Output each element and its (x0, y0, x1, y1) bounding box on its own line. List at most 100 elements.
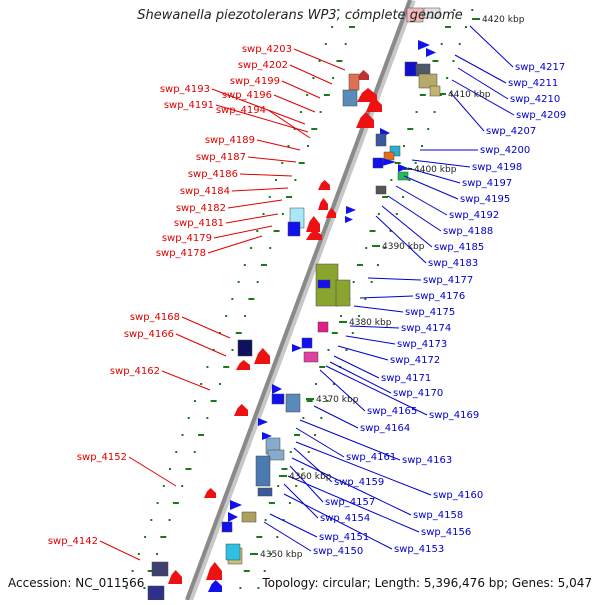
gene-block (237, 339, 253, 357)
left-gene-label: swp_4186 (188, 169, 238, 180)
left-gene-label: swp_4193 (160, 84, 210, 95)
right-gene-connector (349, 325, 400, 329)
right-gene-label: swp_4211 (508, 78, 558, 89)
left-gene-label: swp_4199 (230, 76, 280, 87)
right-gene-label: swp_4176 (415, 291, 465, 302)
gene-arrow (254, 348, 270, 364)
right-gene-connector (353, 305, 404, 313)
gene-arrow-small (258, 418, 268, 426)
right-gene-connector (375, 215, 427, 264)
right-gene-label: swp_4173 (397, 339, 447, 350)
gene-block (317, 321, 329, 333)
right-gene-label: swp_4197 (462, 178, 512, 189)
genome-backbone (185, 0, 412, 601)
right-gene-connector (283, 493, 393, 550)
left-gene-connector (227, 199, 283, 209)
gene-block (372, 157, 384, 169)
gene-arrow-small (426, 48, 436, 57)
right-gene-label: swp_4169 (429, 410, 479, 421)
page-title: Shewanella piezotolerans WP3, complete g… (137, 8, 463, 23)
gene-block (151, 561, 169, 577)
gene-block (221, 521, 233, 533)
gene-arrow (318, 180, 330, 190)
gene-block (267, 449, 285, 461)
right-gene-label: swp_4163 (402, 455, 452, 466)
gene-arrow-small (292, 344, 302, 352)
gene-arrow-small (382, 158, 396, 166)
right-gene-connector (395, 185, 448, 216)
gene-block (147, 585, 165, 601)
scale-label: 4360 kbp (289, 472, 332, 482)
right-gene-label: swp_4150 (313, 546, 363, 557)
right-gene-label: swp_4177 (423, 275, 473, 286)
right-gene-connector (345, 335, 396, 345)
right-gene-label: swp_4164 (360, 423, 410, 434)
gene-block (375, 185, 387, 195)
left-gene-label: swp_4166 (124, 329, 174, 340)
right-gene-label: swp_4200 (480, 145, 530, 156)
gene-arrow-small (228, 512, 238, 522)
gene-block (375, 133, 387, 147)
left-gene-label: swp_4182 (176, 203, 226, 214)
left-gene-connector (99, 540, 141, 561)
gene-block (335, 279, 351, 307)
right-gene-label: swp_4174 (401, 323, 451, 334)
left-gene-connector (181, 316, 231, 339)
left-gene-label: swp_4187 (196, 152, 246, 163)
gene-block (271, 393, 285, 405)
scale-label: 4400 kbp (414, 165, 457, 175)
right-gene-connector (381, 205, 433, 248)
right-gene-label: swp_4183 (428, 258, 478, 269)
left-gene-label: swp_4184 (180, 186, 230, 197)
scale-label: 4410 kbp (448, 90, 491, 100)
scale-label: 4350 kbp (260, 550, 303, 560)
right-gene-label: swp_4185 (434, 242, 484, 253)
right-gene-label: swp_4154 (320, 513, 370, 524)
right-gene-label: swp_4153 (394, 544, 444, 555)
right-gene-connector (295, 427, 345, 458)
right-gene-connector (333, 355, 380, 379)
left-gene-connector (211, 88, 306, 125)
gene-block (404, 61, 418, 77)
gene-block (225, 543, 241, 561)
gene-arrow (206, 562, 222, 580)
right-gene-label: swp_4175 (405, 307, 455, 318)
topology-summary: Topology: circular; Length: 5,396,476 bp… (262, 576, 592, 590)
gene-block (301, 337, 313, 349)
gene-arrow-small (346, 206, 356, 214)
right-gene-connector (407, 167, 461, 184)
left-gene-connector (273, 94, 316, 113)
gene-block (255, 455, 271, 487)
right-gene-connector (469, 25, 514, 68)
right-gene-label: swp_4160 (433, 490, 483, 501)
right-gene-label: swp_4170 (393, 388, 443, 399)
right-gene-connector (283, 483, 319, 519)
gene-block (406, 7, 424, 23)
right-gene-connector (325, 365, 428, 416)
gene-block (287, 221, 301, 237)
right-gene-connector (299, 419, 401, 461)
left-gene-label: swp_4181 (174, 218, 224, 229)
accession-text: Accession: NC_011566 (8, 576, 145, 590)
gene-arrow (234, 404, 248, 416)
right-gene-connector (454, 54, 507, 84)
gene-arrow (306, 230, 322, 240)
gene-arrow (208, 580, 222, 592)
right-gene-label: swp_4157 (325, 497, 375, 508)
left-gene-connector (289, 64, 333, 85)
right-gene-connector (263, 521, 312, 552)
gene-arrow-small (230, 500, 242, 510)
gene-block (348, 73, 360, 91)
left-gene-connector (215, 104, 309, 133)
left-gene-label: swp_4179 (162, 233, 212, 244)
gene-block (342, 89, 358, 107)
scale-label: 4380 kbp (349, 318, 392, 328)
left-gene-connector (239, 173, 293, 177)
right-gene-connector (313, 405, 359, 429)
right-gene-label: swp_4158 (413, 510, 463, 521)
gene-block (423, 7, 441, 19)
left-gene-connector (161, 370, 211, 391)
gene-arrow (306, 216, 320, 232)
